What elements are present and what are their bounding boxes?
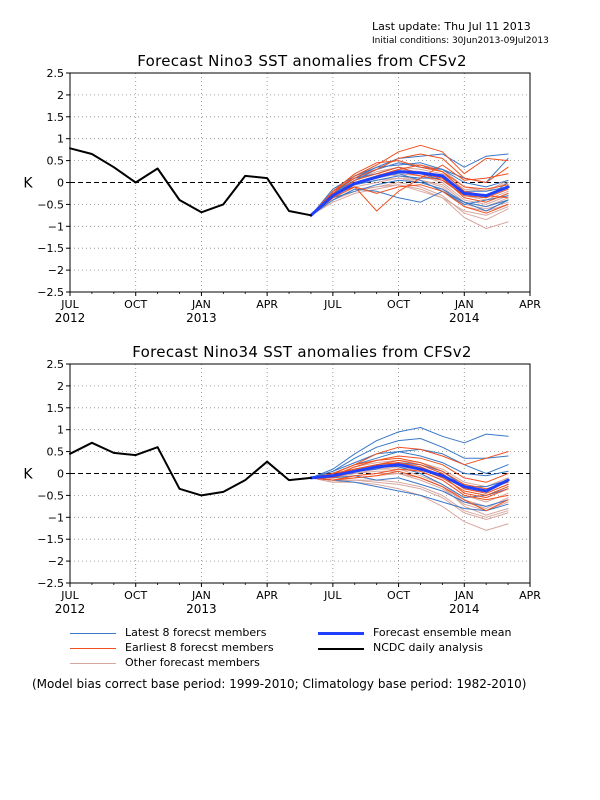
other-member-line-nino3 (310, 184, 509, 229)
y-tick-label: −2.5 (37, 577, 64, 590)
legend-swatch-other (70, 663, 116, 664)
x-tick-label: OCT (387, 589, 410, 602)
legend-label-other: Other forecast members (125, 656, 260, 669)
legend-swatch-observed (318, 648, 364, 650)
last-update-text: Last update: Thu Jul 11 2013 (372, 20, 531, 33)
latest-member-line-nino34 (310, 475, 509, 507)
y-tick-label: −2 (48, 264, 64, 277)
legend-label-earliest: Earliest 8 forecst members (125, 641, 274, 654)
y-tick-label: −1.5 (37, 533, 64, 546)
earliest-member-line-nino3 (310, 184, 509, 216)
x-tick-label: JUL (323, 298, 342, 311)
y-tick-label: 1 (57, 424, 64, 437)
y-tick-label: −2 (48, 555, 64, 568)
y-tick-label: 2.5 (47, 67, 65, 80)
x-tick-label: JAN (191, 298, 211, 311)
observed-line-nino34 (69, 441, 312, 497)
y-axis-label: K (23, 467, 33, 483)
x-tick-label: APR (256, 589, 278, 602)
legend-swatch-earliest (70, 648, 116, 649)
legend-label-latest: Latest 8 forecst members (125, 626, 267, 639)
earliest-member-line-nino34 (310, 470, 509, 512)
earliest-member-line-nino3 (310, 160, 509, 216)
earliest-member-line-nino34 (310, 468, 509, 501)
y-tick-label: −1.5 (37, 242, 64, 255)
other-member-line-nino34 (310, 477, 509, 531)
y-tick-label: 1.5 (47, 402, 65, 415)
latest-member-line-nino34 (310, 438, 509, 479)
y-tick-label: −0.5 (37, 198, 64, 211)
ensemble-mean-line-nino3 (309, 170, 510, 217)
chart-title-nino34: Forecast Nino34 SST anomalies from CFSv2 (132, 343, 472, 361)
legend-swatch-mean (318, 632, 364, 635)
y-tick-label: −1 (48, 220, 64, 233)
footnote: (Model bias correct base period: 1999-20… (32, 677, 527, 691)
y-tick-label: 1.5 (47, 111, 65, 124)
plot-frame-nino3 (69, 72, 531, 293)
earliest-member-line-nino34 (310, 457, 509, 490)
ensemble-mean-line-nino34 (309, 463, 510, 493)
x-tick-year-label: 2014 (449, 602, 480, 616)
y-tick-label: 0 (57, 177, 64, 190)
earliest-member-line-nino34 (310, 462, 509, 499)
latest-member-line-nino3 (310, 179, 509, 216)
x-tick-label: APR (519, 589, 541, 602)
y-tick-label: 2 (57, 380, 64, 393)
x-tick-label: JAN (454, 589, 474, 602)
x-tick-label: JUL (60, 298, 79, 311)
x-tick-year-label: 2013 (186, 311, 217, 325)
legend-swatch-latest (70, 633, 116, 634)
earliest-member-line-nino3 (310, 153, 509, 216)
y-tick-label: 0.5 (47, 155, 65, 168)
x-tick-label: JAN (454, 298, 474, 311)
x-tick-label: OCT (124, 589, 147, 602)
x-tick-label: OCT (387, 298, 410, 311)
chart-title-nino3: Forecast Nino3 SST anomalies from CFSv2 (137, 52, 467, 70)
x-tick-label: JUL (323, 589, 342, 602)
legend-label-mean: Forecast ensemble mean (373, 626, 512, 639)
other-member-line-nino34 (310, 477, 509, 518)
x-tick-year-label: 2012 (55, 602, 86, 616)
y-tick-label: 1 (57, 133, 64, 146)
observed-line-nino3 (69, 147, 312, 217)
x-tick-year-label: 2014 (449, 311, 480, 325)
x-tick-label: OCT (124, 298, 147, 311)
y-tick-label: −1 (48, 511, 64, 524)
initial-conditions-text: Initial conditions: 30Jun2013-09Jul2013 (372, 36, 549, 46)
x-tick-label: APR (519, 298, 541, 311)
y-tick-label: −2.5 (37, 286, 64, 299)
x-tick-label: APR (256, 298, 278, 311)
latest-member-line-nino34 (310, 427, 509, 479)
latest-member-line-nino34 (310, 448, 509, 479)
y-axis-label: K (23, 176, 33, 192)
y-tick-label: 0.5 (47, 446, 65, 459)
x-tick-label: JAN (191, 589, 211, 602)
y-tick-label: 2.5 (47, 358, 65, 371)
y-tick-label: 2 (57, 89, 64, 102)
latest-member-line-nino34 (310, 477, 509, 512)
x-tick-label: JUL (60, 589, 79, 602)
x-tick-year-label: 2012 (55, 311, 86, 325)
y-tick-label: 0 (57, 468, 64, 481)
plot-frame-nino34 (69, 363, 531, 584)
x-tick-year-label: 2013 (186, 602, 217, 616)
y-tick-label: −0.5 (37, 489, 64, 502)
legend-label-observed: NCDC daily analysis (373, 641, 483, 654)
latest-member-line-nino3 (310, 162, 509, 216)
